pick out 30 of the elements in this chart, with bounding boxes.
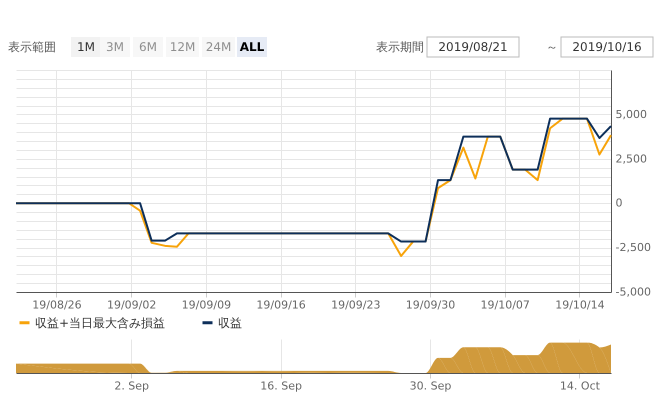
x-tick-label: 16. Sep	[260, 380, 302, 392]
text: 24M	[206, 40, 232, 54]
y-tick-label: 5,000	[616, 108, 647, 121]
x-tick-label: 30. Sep	[410, 380, 452, 392]
y-tick-label: 0	[616, 196, 622, 210]
text: 3M	[106, 40, 124, 54]
x-tick-label: 19/10/14	[555, 298, 605, 312]
y-tick-label: -2,500	[616, 241, 651, 254]
x-tick-label: 19/08/26	[32, 298, 82, 312]
legend-label: 収益	[218, 316, 242, 330]
text: ～	[546, 40, 558, 54]
x-tick-label: 19/09/23	[331, 298, 381, 312]
text: 1M	[77, 40, 95, 54]
text: 表示期間	[376, 40, 424, 54]
x-tick-label: 14. Oct	[560, 380, 601, 392]
text: ALL	[240, 40, 265, 54]
x-tick-label: 19/09/30	[406, 298, 456, 312]
text: 12M	[170, 40, 196, 54]
y-tick-label: 2,500	[616, 152, 647, 166]
x-tick-label: 2. Sep	[114, 380, 150, 392]
x-tick-label: 19/09/16	[256, 298, 306, 312]
text: 表示範囲	[8, 40, 56, 54]
legend-label: 収益+当日最大含み損益	[35, 316, 166, 330]
text: 6M	[139, 40, 157, 54]
x-tick-label: 19/09/09	[182, 298, 232, 312]
x-tick-label: 19/10/07	[480, 298, 530, 312]
y-tick-label: -5,000	[616, 286, 651, 298]
x-tick-label: 19/09/02	[106, 298, 156, 312]
text: 2019/08/21	[438, 40, 508, 54]
text: 2019/10/16	[572, 40, 642, 54]
